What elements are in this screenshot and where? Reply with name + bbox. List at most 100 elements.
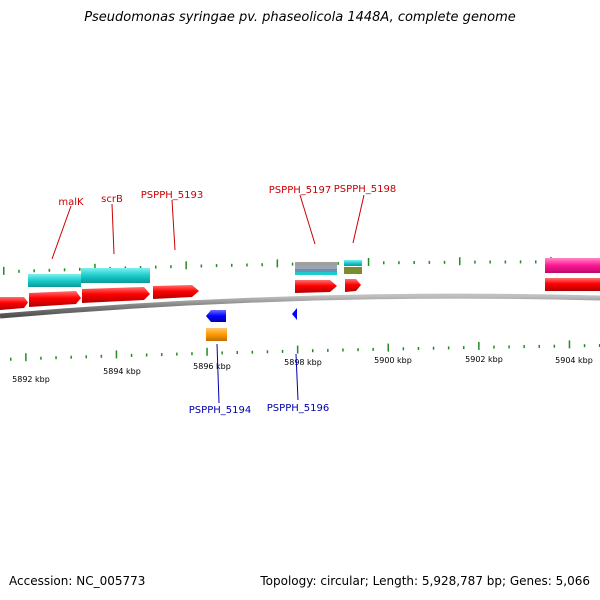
track-tick [231, 263, 233, 267]
gene-label-5197: PSPPH_5197 [269, 185, 331, 196]
scale-label-5894: 5894 kbp [103, 367, 141, 376]
track-tick [48, 268, 51, 272]
scale-tick [206, 347, 208, 356]
scale-label-5892: 5892 kbp [12, 375, 50, 384]
track-tick [246, 263, 248, 267]
track-tick [474, 260, 476, 264]
track-tick [79, 267, 81, 271]
scale-tick [281, 349, 284, 353]
leader-scrb [111, 203, 115, 255]
scale-tick [553, 344, 556, 348]
cds-arrow-5194 [206, 310, 226, 322]
orange-feature-5194 [206, 328, 227, 341]
track-tick [367, 258, 370, 266]
accession-text: Accession: NC_005773 [9, 574, 146, 588]
track-tick [215, 264, 218, 268]
feature-track [28, 258, 600, 287]
scale-tick [432, 346, 435, 350]
track-tick [155, 265, 157, 269]
track-tick [504, 260, 507, 264]
olive-feature-5198 [344, 267, 362, 274]
cds-arrow-5193 [153, 285, 199, 299]
scale-tick [447, 346, 450, 350]
scale-tick [402, 347, 405, 351]
magenta-feature [545, 258, 600, 273]
scale-ticks [10, 340, 600, 362]
scale-tick [372, 347, 374, 351]
leader-5198 [352, 194, 365, 244]
scale-tick [296, 345, 299, 354]
track-tick [428, 260, 431, 264]
track-tick [18, 269, 20, 273]
track-tick [3, 266, 5, 275]
gray-feature-2 [295, 266, 337, 269]
track-tick [261, 263, 263, 267]
scale-tick [598, 344, 600, 347]
track-tick [519, 260, 522, 264]
track-tick [291, 262, 294, 266]
scale-tick [10, 357, 12, 361]
track-tick [398, 261, 400, 265]
track-tick [124, 266, 127, 270]
scale-tick [327, 348, 329, 352]
scale-label-5896: 5896 kbp [193, 362, 231, 371]
scale-tick [357, 348, 359, 352]
scale-tick [145, 353, 148, 357]
scale-tick [40, 356, 42, 360]
gene-label-5193: PSPPH_5193 [141, 190, 203, 201]
track-tick [459, 257, 461, 266]
scale-tick [251, 350, 254, 354]
track-tick [33, 269, 35, 273]
leader-5196 [295, 353, 299, 401]
leader-5194 [216, 343, 220, 404]
cds-box-right [545, 278, 600, 291]
map-title: Pseudomonas syringae pv. phaseolicola 14… [84, 10, 516, 25]
scale-tick [523, 345, 525, 349]
cyan-feature-5198 [344, 260, 362, 266]
leader-lines [51, 194, 365, 404]
scale-tick [508, 345, 510, 349]
scale-tick [387, 343, 389, 352]
scale-tick [70, 355, 72, 359]
scale-tick [85, 355, 87, 359]
gene-label-malk: malK [58, 197, 84, 208]
cds-arrow-malk [29, 291, 81, 307]
track-tick [443, 260, 446, 264]
track-tick [185, 261, 187, 270]
track-tick [139, 266, 142, 269]
scale-tick [342, 348, 344, 352]
track-tick [337, 261, 339, 265]
track-tick [200, 264, 203, 268]
gene-labels-top: malK scrB PSPPH_5193 PSPPH_5197 PSPPH_51… [58, 184, 396, 208]
scale-tick [493, 345, 495, 349]
track-tick [276, 259, 279, 268]
genome-backbone [0, 293, 600, 319]
gene-labels-bottom: PSPPH_5194 PSPPH_5196 [189, 403, 329, 416]
cds-arrow-5197 [295, 280, 337, 293]
scale-tick [176, 352, 178, 356]
scale-tick [538, 344, 540, 348]
scale-label-5904: 5904 kbp [555, 356, 593, 365]
track-tick [413, 261, 415, 264]
scale-tick [115, 350, 118, 359]
leader-5193 [171, 199, 176, 251]
scale-tick [463, 346, 465, 350]
slate-feature [295, 269, 337, 272]
track-tick [535, 260, 537, 264]
cyan-feature-5197 [295, 272, 337, 275]
scale-tick [221, 351, 223, 355]
scale-labels: 5892 kbp 5894 kbp 5896 kbp 5898 kbp 5900… [12, 355, 593, 384]
scale-tick [478, 341, 480, 350]
cyan-feature-scrb [81, 268, 150, 283]
scale-label-5902: 5902 kbp [465, 355, 503, 364]
scale-tick [266, 350, 269, 354]
reverse-cds-track [206, 308, 297, 341]
genome-stats-text: Topology: circular; Length: 5,928,787 bp… [260, 574, 590, 588]
scale-tick [161, 353, 163, 357]
scale-tick [55, 356, 57, 360]
scale-tick [100, 354, 103, 358]
track-tick [94, 263, 96, 272]
scale-tick [236, 351, 238, 354]
gene-label-5196: PSPPH_5196 [267, 403, 329, 414]
